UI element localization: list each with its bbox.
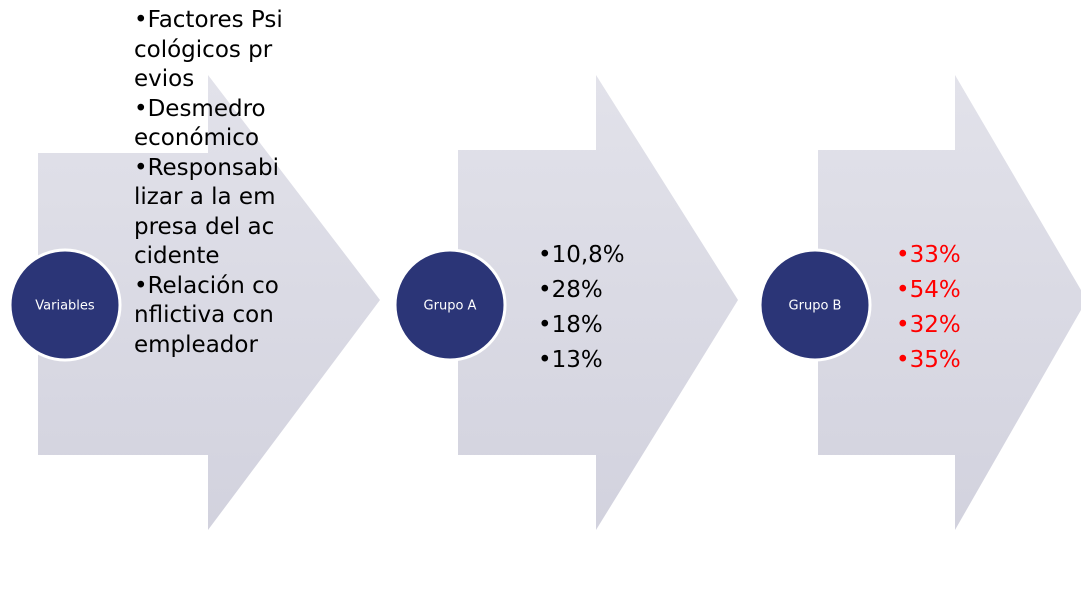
item: Relación conflictiva con empleador: [134, 272, 284, 361]
item: Factores Psicológicos previos: [134, 6, 284, 95]
item: 54%: [896, 273, 961, 308]
item: 18%: [538, 308, 625, 343]
item-list: 10,8%28%18%13%: [538, 238, 625, 378]
node-label: Variables: [35, 299, 95, 314]
item: 28%: [538, 273, 625, 308]
item-list: Factores Psicológicos previosDesmedro ec…: [134, 6, 284, 360]
node-label: Grupo B: [789, 299, 842, 314]
item: 32%: [896, 308, 961, 343]
node-label: Grupo A: [424, 299, 477, 314]
circle: [758, 248, 872, 362]
item: 10,8%: [538, 238, 625, 273]
item: 35%: [896, 343, 961, 378]
item-list: 33%54%32%35%: [896, 238, 961, 378]
circle: [8, 248, 122, 362]
item: Responsabilizar a la empresa del acciden…: [134, 154, 284, 272]
circle: [393, 248, 507, 362]
item: 33%: [896, 238, 961, 273]
item: 13%: [538, 343, 625, 378]
item: Desmedro económico: [134, 95, 284, 154]
